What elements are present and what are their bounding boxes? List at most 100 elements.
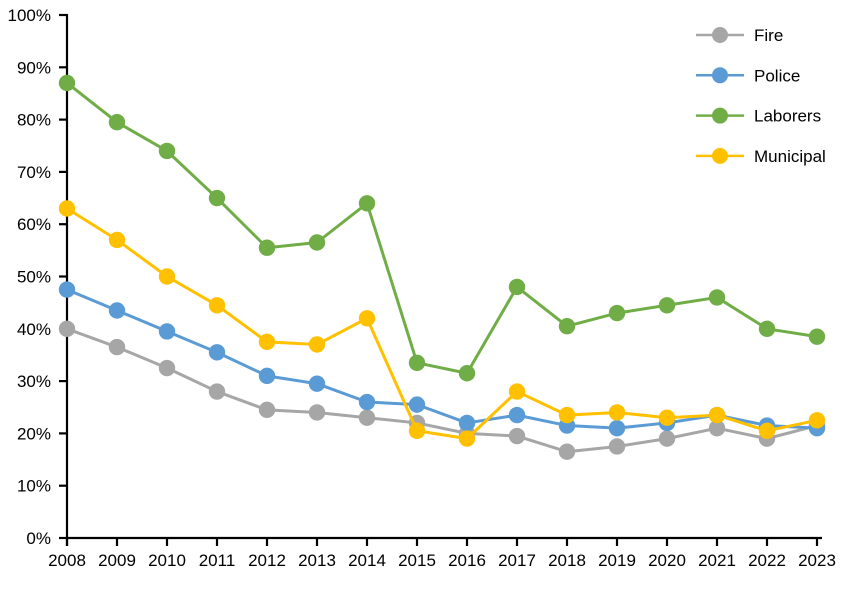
data-point-police-2019 — [608, 419, 626, 437]
data-point-laborers-2017 — [508, 278, 526, 296]
x-axis-tick-label: 2012 — [248, 551, 286, 570]
data-point-police-2014 — [358, 393, 376, 411]
data-point-fire-2019 — [608, 438, 626, 455]
data-point-municipal-2015 — [408, 422, 426, 439]
data-point-municipal-2020 — [658, 409, 676, 426]
series-line-laborers — [65, 81, 819, 375]
data-point-laborers-2011 — [208, 189, 226, 207]
x-axis-tick-label: 2021 — [698, 551, 736, 570]
y-axis-tick-label: 80% — [17, 111, 51, 130]
data-point-municipal-2017 — [508, 383, 526, 400]
series-line-fire — [65, 327, 819, 454]
series-municipal — [58, 200, 826, 447]
data-point-fire-2008 — [58, 320, 76, 337]
data-point-municipal-2023 — [808, 412, 826, 429]
data-point-laborers-2008 — [58, 74, 76, 92]
y-axis: 0% 10% 20% 30% 40% 50% 60% 70% 80% 90% 100% — [8, 6, 69, 548]
x-axis-tick-label: 2009 — [98, 551, 136, 570]
data-point-municipal-2018 — [558, 406, 576, 424]
y-axis-tick-label: 10% — [17, 477, 51, 496]
data-point-laborers-2015 — [408, 354, 426, 371]
data-point-laborers-2018 — [558, 317, 576, 335]
x-axis-tick-label: 2010 — [148, 551, 186, 570]
x-axis-tick-label: 2022 — [748, 551, 786, 570]
y-axis-tick-label: 0% — [26, 529, 51, 548]
data-point-fire-2011 — [208, 383, 226, 400]
legend-item-police: Police — [696, 66, 800, 85]
data-point-laborers-2012 — [258, 239, 276, 256]
data-point-laborers-2010 — [158, 142, 176, 160]
legend-swatch-marker — [712, 67, 728, 84]
legend-swatch-marker — [712, 147, 728, 164]
y-axis-tick-label: 30% — [17, 372, 51, 391]
series-laborers — [58, 74, 826, 382]
data-point-fire-2013 — [308, 404, 326, 421]
data-point-municipal-2016 — [458, 430, 476, 447]
series-line-municipal — [65, 207, 819, 441]
data-point-fire-2020 — [658, 430, 676, 447]
data-point-fire-2021 — [708, 419, 726, 437]
x-axis-tick-label: 2016 — [448, 551, 486, 570]
x-axis-tick-label: 2015 — [398, 551, 436, 570]
x-axis-tick-label: 2019 — [598, 551, 636, 570]
data-point-fire-2017 — [508, 427, 526, 445]
data-point-laborers-2016 — [458, 365, 476, 382]
data-point-laborers-2023 — [808, 328, 826, 345]
legend-swatch-marker — [712, 107, 728, 124]
y-axis-tick-label: 50% — [17, 268, 51, 287]
data-point-municipal-2013 — [308, 336, 326, 353]
x-axis-tick-label: 2017 — [498, 551, 536, 570]
legend-label: Municipal — [754, 147, 826, 166]
data-point-police-2017 — [508, 406, 526, 424]
data-point-municipal-2011 — [208, 297, 226, 314]
series-line-police — [65, 288, 819, 430]
x-axis-tick-label: 2018 — [548, 551, 586, 570]
y-axis-tick-label: 90% — [17, 58, 51, 77]
data-point-municipal-2010 — [158, 268, 176, 285]
legend-label: Fire — [754, 26, 783, 45]
y-axis-tick-label: 40% — [17, 320, 51, 339]
data-point-laborers-2022 — [758, 320, 776, 337]
data-point-laborers-2009 — [108, 114, 126, 131]
data-point-municipal-2019 — [608, 404, 626, 421]
data-point-laborers-2019 — [608, 304, 626, 322]
data-point-police-2011 — [208, 344, 226, 361]
data-point-municipal-2009 — [108, 231, 126, 249]
data-point-fire-2010 — [158, 359, 176, 377]
y-axis-tick-label: 70% — [17, 163, 51, 182]
data-point-municipal-2022 — [758, 422, 776, 439]
data-point-fire-2018 — [558, 443, 576, 460]
series-fire — [58, 320, 826, 460]
data-point-police-2015 — [408, 396, 426, 413]
legend-item-municipal: Municipal — [696, 147, 826, 166]
data-point-police-2016 — [458, 414, 476, 432]
data-point-laborers-2021 — [708, 289, 726, 306]
data-point-police-2009 — [108, 302, 126, 319]
data-point-fire-2009 — [108, 338, 126, 356]
legend: Fire Police Laborers Municipal — [696, 26, 826, 166]
data-point-municipal-2008 — [58, 200, 76, 217]
data-point-fire-2012 — [258, 401, 276, 419]
legend-swatch-marker — [712, 27, 728, 43]
x-axis-tick-label: 2023 — [798, 551, 836, 570]
legend-label: Police — [754, 66, 800, 85]
data-point-police-2013 — [308, 375, 326, 392]
legend-item-laborers: Laborers — [696, 107, 821, 126]
data-point-police-2012 — [258, 367, 276, 385]
x-axis-tick-label: 2008 — [48, 551, 86, 570]
data-point-municipal-2012 — [258, 333, 276, 351]
data-point-police-2008 — [58, 281, 76, 298]
x-axis: 2008 2009 2010 2011 2012 2013 2014 2015 2016 2017… — [48, 536, 836, 570]
data-point-police-2010 — [158, 323, 176, 340]
y-axis-tick-label: 20% — [17, 424, 51, 443]
legend-item-fire: Fire — [696, 26, 783, 45]
data-point-laborers-2013 — [308, 234, 326, 251]
x-axis-tick-label: 2011 — [199, 551, 236, 570]
y-axis-tick-label: 100% — [8, 6, 51, 25]
data-point-laborers-2014 — [358, 195, 376, 212]
data-point-municipal-2021 — [708, 406, 726, 424]
data-point-laborers-2020 — [658, 297, 676, 314]
x-axis-tick-label: 2014 — [348, 551, 386, 570]
x-axis-tick-label: 2020 — [648, 551, 686, 570]
